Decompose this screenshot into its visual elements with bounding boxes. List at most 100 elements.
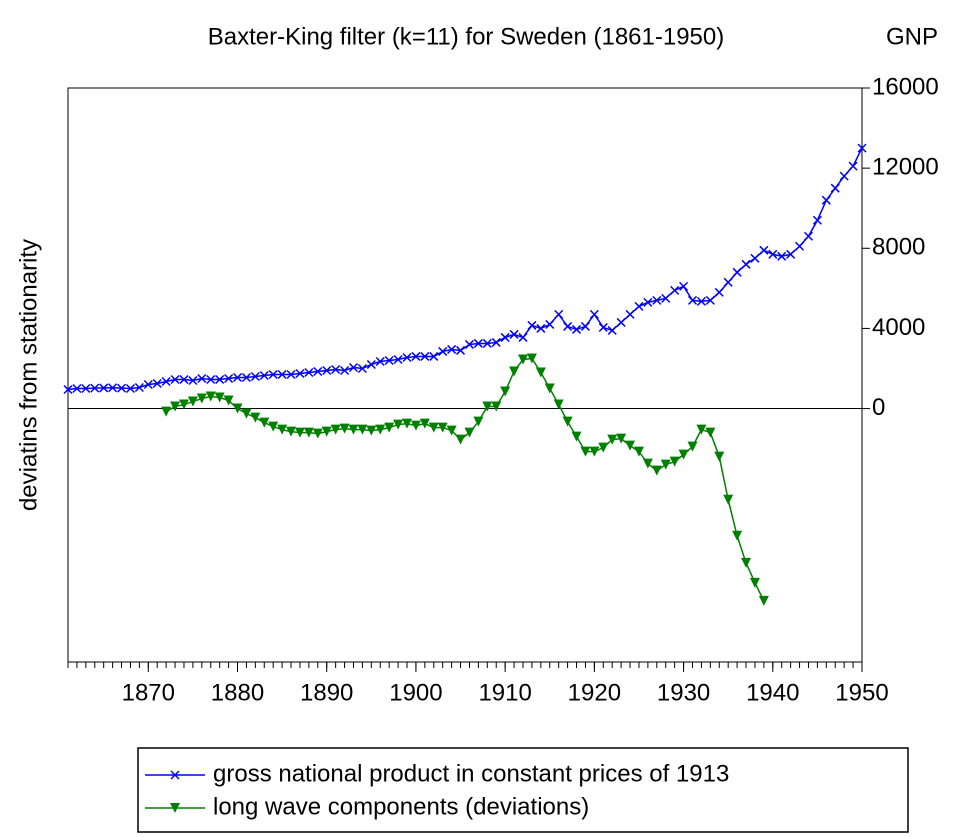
marker bbox=[714, 451, 725, 462]
marker bbox=[295, 368, 305, 379]
x-tick-label: 1920 bbox=[568, 679, 621, 706]
marker bbox=[553, 399, 564, 410]
marker bbox=[108, 383, 118, 393]
marker bbox=[438, 346, 448, 356]
marker bbox=[464, 427, 475, 438]
marker bbox=[554, 309, 564, 319]
marker bbox=[410, 420, 421, 431]
marker bbox=[268, 369, 278, 380]
marker bbox=[705, 295, 715, 305]
marker bbox=[500, 332, 510, 342]
marker bbox=[366, 359, 376, 370]
x-tick-label: 1910 bbox=[478, 679, 531, 706]
marker bbox=[294, 427, 305, 438]
marker bbox=[625, 309, 635, 319]
marker bbox=[375, 356, 385, 367]
marker bbox=[750, 253, 760, 263]
marker bbox=[321, 426, 332, 437]
marker bbox=[562, 416, 573, 427]
marker bbox=[224, 373, 234, 384]
marker bbox=[633, 446, 644, 457]
marker bbox=[723, 494, 734, 505]
marker bbox=[393, 419, 404, 430]
marker bbox=[857, 143, 867, 153]
marker bbox=[393, 354, 403, 365]
marker bbox=[384, 355, 394, 366]
marker bbox=[170, 803, 180, 813]
marker bbox=[749, 577, 760, 588]
marker bbox=[482, 338, 492, 348]
series-line bbox=[67, 147, 863, 391]
marker bbox=[402, 352, 412, 362]
marker bbox=[723, 277, 733, 287]
marker bbox=[616, 433, 627, 444]
marker bbox=[464, 339, 474, 349]
marker bbox=[491, 401, 502, 412]
marker bbox=[90, 383, 100, 393]
y-tick-label: 4000 bbox=[872, 314, 925, 341]
marker bbox=[741, 557, 752, 568]
marker bbox=[161, 376, 171, 387]
marker bbox=[214, 392, 225, 403]
marker bbox=[741, 259, 751, 269]
marker bbox=[732, 267, 742, 277]
marker bbox=[259, 370, 269, 381]
marker bbox=[99, 383, 109, 393]
marker bbox=[795, 241, 805, 251]
marker bbox=[455, 434, 466, 445]
marker bbox=[81, 383, 91, 394]
marker bbox=[768, 249, 778, 259]
marker bbox=[428, 422, 439, 433]
marker bbox=[241, 372, 251, 383]
marker bbox=[357, 363, 367, 374]
marker bbox=[821, 195, 831, 205]
marker bbox=[535, 367, 546, 378]
marker bbox=[277, 424, 288, 435]
y-tick-label: 8000 bbox=[872, 234, 925, 261]
marker bbox=[420, 351, 430, 361]
marker bbox=[116, 383, 127, 393]
marker bbox=[250, 412, 261, 423]
marker bbox=[456, 345, 466, 355]
marker bbox=[679, 281, 689, 291]
marker bbox=[607, 434, 618, 445]
y-tick-label: 12000 bbox=[872, 153, 939, 180]
marker bbox=[446, 425, 457, 436]
marker bbox=[848, 161, 858, 171]
marker bbox=[634, 301, 644, 311]
marker bbox=[205, 391, 216, 402]
marker bbox=[563, 321, 573, 331]
plot-frame bbox=[67, 87, 863, 663]
marker bbox=[527, 320, 537, 330]
marker bbox=[651, 465, 662, 476]
marker bbox=[607, 325, 617, 335]
marker bbox=[179, 374, 189, 385]
marker bbox=[330, 424, 341, 435]
marker bbox=[803, 231, 814, 241]
x-tick-label: 1900 bbox=[389, 679, 442, 706]
marker bbox=[277, 369, 287, 380]
marker bbox=[678, 449, 689, 460]
marker bbox=[312, 428, 323, 439]
marker bbox=[134, 382, 144, 393]
marker bbox=[348, 424, 359, 435]
marker bbox=[786, 249, 796, 259]
marker bbox=[232, 372, 243, 383]
marker bbox=[170, 374, 180, 385]
marker bbox=[598, 322, 608, 332]
marker bbox=[589, 446, 600, 457]
marker bbox=[339, 423, 350, 434]
marker bbox=[643, 297, 653, 307]
marker bbox=[491, 337, 501, 347]
marker bbox=[340, 365, 350, 376]
marker bbox=[473, 416, 484, 427]
marker bbox=[411, 351, 421, 361]
marker bbox=[447, 344, 457, 354]
marker bbox=[250, 371, 260, 382]
marker bbox=[197, 373, 207, 384]
series-line bbox=[165, 357, 765, 602]
marker bbox=[509, 329, 519, 339]
marker bbox=[669, 456, 680, 467]
marker bbox=[215, 374, 225, 385]
